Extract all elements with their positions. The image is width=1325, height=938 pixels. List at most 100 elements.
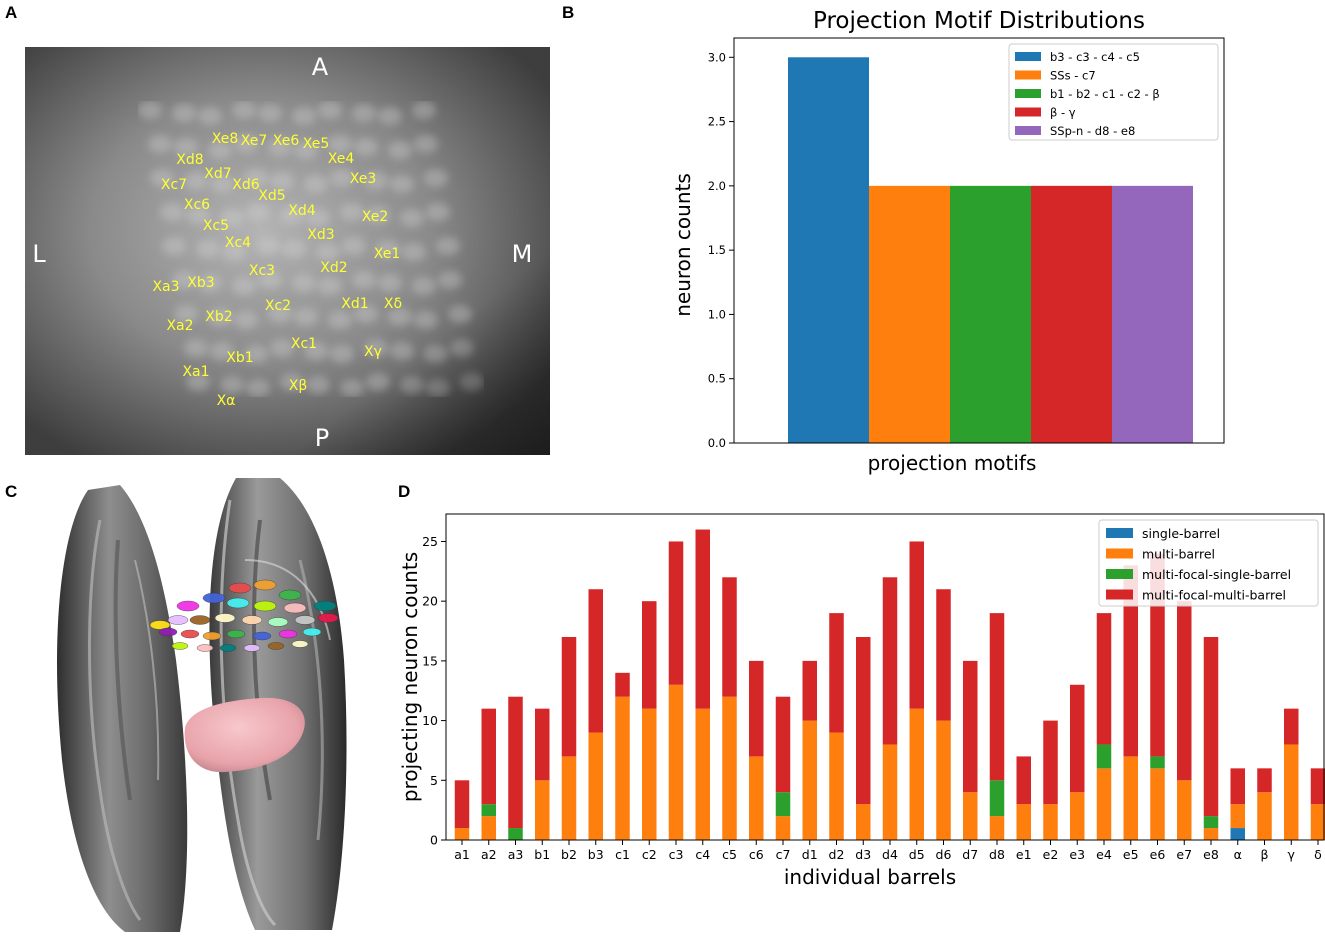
legend-label: β - γ [1050, 106, 1076, 120]
bar-segment [1096, 613, 1112, 745]
legend-swatch [1106, 548, 1133, 559]
bar-segment [695, 529, 710, 709]
bar-segment [561, 636, 577, 757]
x-tick-label: c7 [776, 847, 791, 862]
bar-segment [775, 696, 791, 793]
bar-segment [1257, 768, 1272, 793]
bar-segment [1070, 792, 1085, 840]
bar-segment [1123, 756, 1138, 840]
bar-segment [802, 720, 817, 840]
x-tick-label: d3 [855, 847, 871, 862]
bar-segment [749, 756, 764, 840]
x-tick-label: b1 [534, 847, 550, 862]
y-tick-label: 0 [430, 833, 438, 848]
bar-segment [535, 708, 550, 781]
bar-0 [788, 57, 869, 444]
bar-segment [1284, 708, 1299, 745]
panel-label-d: D [398, 482, 411, 501]
bar-segment [989, 613, 1005, 781]
legend-swatch [1106, 569, 1133, 579]
legend-label: SSp-n - d8 - e8 [1050, 124, 1135, 138]
legend-swatch [1106, 528, 1133, 538]
bar-segment [829, 613, 844, 733]
x-tick-label: c2 [642, 847, 657, 862]
plot-frame [733, 37, 1225, 444]
bar-segment [775, 792, 791, 817]
bar-segment [615, 672, 630, 697]
bar-segment [882, 744, 898, 840]
bar-segment [1203, 828, 1219, 840]
y-tick-label: 2.5 [708, 115, 726, 129]
bar-segment [668, 684, 684, 840]
y-tick-label: 15 [422, 653, 438, 668]
bar-segment [909, 541, 924, 709]
bar-segment [642, 601, 657, 709]
panel-label-b: B [562, 3, 575, 22]
x-tick-label: d1 [802, 847, 818, 862]
bar-2 [950, 185, 1031, 443]
bar-segment [802, 660, 817, 721]
bar-segment [989, 780, 1005, 817]
x-tick-label: c1 [615, 847, 630, 862]
legend-label: SSs - c7 [1050, 69, 1096, 83]
bar-segment [1096, 768, 1112, 840]
y-tick-label: 20 [422, 594, 438, 609]
x-tick-label: c4 [695, 847, 710, 862]
bar-segment [1230, 828, 1245, 840]
bar-segment [1150, 768, 1165, 840]
bar-segment [1203, 636, 1219, 817]
legend-label: b1 - b2 - c1 - c2 - β [1050, 87, 1160, 101]
bar-segment [454, 780, 470, 829]
bar-segment [722, 696, 737, 840]
x-tick-label: δ [1314, 847, 1322, 862]
y-axis-label: neuron counts [671, 173, 695, 317]
x-tick-label: e7 [1176, 847, 1192, 862]
x-axis-label: individual barrels [784, 865, 956, 889]
x-tick-label: α [1234, 847, 1242, 862]
legend: b3 - c3 - c4 - c5 SSs - c7 b1 - b2 - c1 - … [1008, 43, 1219, 141]
bar-segment [1177, 780, 1192, 840]
bar-segment [1310, 804, 1325, 840]
x-tick-label: e5 [1123, 847, 1139, 862]
x-tick-label: d5 [909, 847, 925, 862]
chart-title: Projection Motif Distributions [813, 8, 1145, 34]
x-tick-label: c5 [722, 847, 737, 862]
x-tick-label: b2 [561, 847, 577, 862]
bar-segment [668, 541, 684, 685]
legend-swatch [1106, 589, 1133, 600]
bar-segment [1257, 792, 1272, 840]
legend-swatch [1015, 70, 1041, 80]
bar-segment [1230, 768, 1245, 805]
bar-segment [749, 660, 764, 757]
x-tick-label: c3 [669, 847, 684, 862]
bar-segment [642, 708, 657, 840]
bar-segment [1043, 804, 1058, 840]
x-tick-label: e6 [1150, 847, 1166, 862]
bar-segment [588, 589, 603, 733]
x-tick-label: d6 [936, 847, 952, 862]
x-tick-label: d7 [962, 847, 978, 862]
panel-label-a: A [5, 3, 18, 22]
bar-4 [1112, 185, 1193, 443]
x-tick-label: d8 [989, 847, 1005, 862]
bar-segment [1310, 768, 1325, 805]
x-tick-label: γ [1288, 847, 1296, 862]
y-tick-label: 5 [430, 773, 438, 788]
legend-swatch [1015, 107, 1041, 117]
bar-segment [695, 708, 710, 840]
y-axis-label: projecting neuron counts [398, 552, 422, 802]
legend-swatch [1015, 126, 1041, 135]
bar-segment [936, 589, 951, 721]
legend-label: b3 - c3 - c4 - c5 [1050, 50, 1140, 64]
bar-segment [989, 816, 1005, 840]
x-tick-label: e8 [1203, 847, 1219, 862]
bar-segment [909, 708, 924, 840]
x-tick-label: e3 [1069, 847, 1085, 862]
y-tick-label: 2.0 [708, 179, 726, 193]
bar-segment [1284, 744, 1299, 840]
bar-segment [1070, 684, 1085, 793]
bar-segment [615, 696, 630, 840]
x-tick-label: d4 [882, 847, 898, 862]
y-tick-label: 0.0 [708, 436, 726, 450]
x-axis-label: projection motifs [868, 451, 1037, 475]
